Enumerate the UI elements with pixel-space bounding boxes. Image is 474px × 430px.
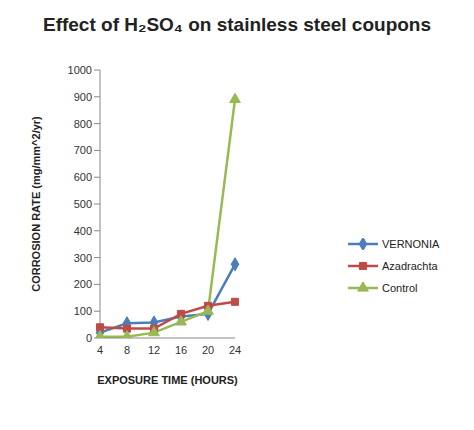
html-text:Control: Control [382,282,418,294]
svg-text:600: 600 [74,171,92,183]
svg-text:8: 8 [124,344,130,356]
svg-text:CORROSION RATE (mg/mm^2/yr): CORROSION RATE (mg/mm^2/yr) [30,116,42,292]
html-text:Effect of H₂SO₄ on stainless s: Effect of H₂SO₄ on stainless steel coupo… [43,14,431,35]
svg-text:12: 12 [148,344,160,356]
svg-text:700: 700 [74,144,92,156]
svg-text:16: 16 [175,344,187,356]
svg-text:0: 0 [86,332,92,344]
svg-text:20: 20 [202,344,214,356]
html-text:Azadrachta: Azadrachta [382,260,438,272]
svg-text:100: 100 [74,305,92,317]
svg-text:24: 24 [229,344,241,356]
svg-text:800: 800 [74,118,92,130]
svg-text:300: 300 [74,252,92,264]
svg-text:1000: 1000 [68,64,92,76]
svg-text:200: 200 [74,278,92,290]
html-text:VERNONIA: VERNONIA [382,238,440,250]
svg-text:500: 500 [74,198,92,210]
svg-text:4: 4 [97,344,103,356]
svg-text:400: 400 [74,225,92,237]
svg-text:EXPOSURE TIME (HOURS): EXPOSURE TIME (HOURS) [97,374,238,386]
svg-text:900: 900 [74,91,92,103]
